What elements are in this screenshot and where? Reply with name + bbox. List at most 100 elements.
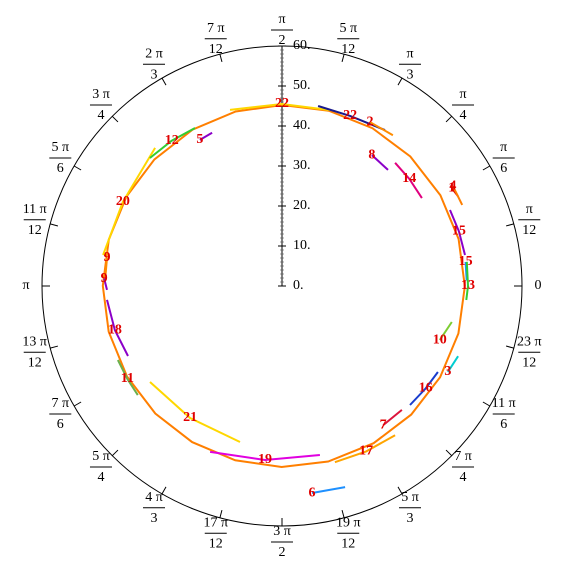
- theta-tick-denominator: 12: [522, 355, 536, 370]
- theta-tick: [482, 401, 491, 407]
- theta-tick-numerator: 17 π: [203, 515, 228, 530]
- theta-tick-numerator: π: [406, 47, 413, 62]
- series-line: [149, 127, 196, 159]
- theta-tick-numerator: 3 π: [273, 524, 291, 539]
- series-line: [149, 381, 241, 443]
- theta-tick-numerator: π: [278, 12, 285, 27]
- series-label: 20: [116, 194, 130, 209]
- radial-tick-label: 10.: [293, 238, 311, 253]
- theta-tick-denominator: 4: [97, 108, 104, 123]
- theta-tick-denominator: 3: [151, 511, 158, 526]
- theta-tick-numerator: 3 π: [92, 87, 110, 102]
- theta-tick-denominator: 12: [341, 536, 355, 551]
- series-line: [382, 409, 403, 426]
- theta-tick: [219, 54, 223, 63]
- radial-tick-label: 40.: [293, 118, 311, 133]
- series-line: [102, 147, 156, 256]
- theta-tick: [445, 449, 453, 457]
- series-label: 22: [275, 96, 289, 111]
- series-label: 7: [380, 417, 387, 432]
- series-label: 6: [308, 485, 315, 500]
- theta-tick: [505, 223, 514, 227]
- series-label: 10: [433, 332, 447, 347]
- series-label: 18: [108, 322, 122, 337]
- series-label: 3: [444, 364, 451, 379]
- series-label: 9: [104, 250, 111, 265]
- radial-tick-label: 20.: [293, 198, 311, 213]
- theta-tick-numerator: 5 π: [52, 140, 70, 155]
- series-line: [317, 105, 386, 132]
- theta-tick-numerator: π: [526, 202, 533, 217]
- series-label: 14: [402, 171, 416, 186]
- theta-tick: [397, 77, 403, 86]
- theta-tick-denominator: 12: [209, 536, 223, 551]
- theta-tick-numerator: π: [459, 87, 466, 102]
- theta-tick: [341, 509, 345, 518]
- theta-tick-numerator: 13 π: [22, 334, 47, 349]
- series-label: 19: [258, 452, 272, 467]
- series-line: [209, 450, 320, 462]
- theta-tick: [505, 345, 514, 349]
- series-label: 11: [121, 371, 134, 386]
- theta-tick: [161, 77, 167, 86]
- series-line: [464, 261, 468, 281]
- theta-tick-numerator: 11 π: [23, 202, 47, 217]
- series-label: 2: [366, 114, 373, 129]
- radial-tick-label: 30.: [293, 158, 311, 173]
- series-line: [101, 103, 466, 469]
- theta-tick: [397, 486, 403, 495]
- theta-tick-denominator: 3: [150, 68, 157, 83]
- theta-tick-denominator: 2: [279, 545, 286, 560]
- series-line: [104, 257, 108, 276]
- theta-tick: [50, 345, 59, 349]
- theta-tick: [445, 115, 453, 123]
- theta-tick-numerator: 23 π: [517, 334, 542, 349]
- series-label: 15: [459, 254, 473, 269]
- series-label: 1: [448, 180, 455, 195]
- series-line: [394, 162, 423, 199]
- theta-tick: [219, 509, 223, 518]
- theta-tick: [161, 486, 167, 495]
- theta-tick: [73, 165, 82, 171]
- theta-tick-numerator: 5 π: [92, 449, 110, 464]
- series-line: [103, 278, 108, 291]
- series-label: 17: [359, 444, 373, 459]
- theta-tick-numerator: 11 π: [492, 396, 516, 411]
- series-line: [106, 299, 129, 357]
- series-line: [452, 185, 464, 206]
- theta-tick: [50, 223, 59, 227]
- theta-tick-denominator: 6: [500, 161, 507, 176]
- theta-tick-denominator: 4: [460, 470, 467, 485]
- theta-tick-denominator: 6: [57, 161, 64, 176]
- series-line: [449, 209, 466, 256]
- theta-tick-numerator: 2 π: [145, 47, 163, 62]
- theta-tick-numerator: 5 π: [339, 21, 357, 36]
- series-label: 15: [452, 223, 466, 238]
- theta-tick-label: π: [22, 278, 29, 293]
- theta-tick-numerator: 7 π: [454, 449, 472, 464]
- theta-tick-denominator: 3: [407, 511, 414, 526]
- series-label: 21: [183, 410, 197, 425]
- theta-tick-numerator: 19 π: [336, 515, 361, 530]
- radial-tick-label: 50.: [293, 78, 311, 93]
- series-line: [409, 371, 439, 406]
- theta-tick-denominator: 12: [341, 42, 355, 57]
- series-label: 13: [461, 278, 475, 293]
- radial-tick-label: 0.: [293, 278, 304, 293]
- series-line: [438, 321, 453, 341]
- theta-tick-denominator: 12: [28, 355, 42, 370]
- theta-tick-denominator: 6: [57, 417, 64, 432]
- theta-tick-numerator: 7 π: [207, 21, 225, 36]
- theta-tick-numerator: 4 π: [145, 490, 163, 505]
- series-line: [334, 434, 396, 464]
- theta-tick-denominator: 4: [460, 108, 467, 123]
- series-line: [229, 102, 331, 112]
- series-line: [371, 154, 389, 171]
- series-line: [447, 355, 459, 373]
- theta-tick: [341, 54, 345, 63]
- series-line: [311, 486, 346, 494]
- theta-tick-numerator: 7 π: [52, 396, 70, 411]
- series-label: 5: [196, 132, 203, 147]
- series-line: [369, 121, 394, 137]
